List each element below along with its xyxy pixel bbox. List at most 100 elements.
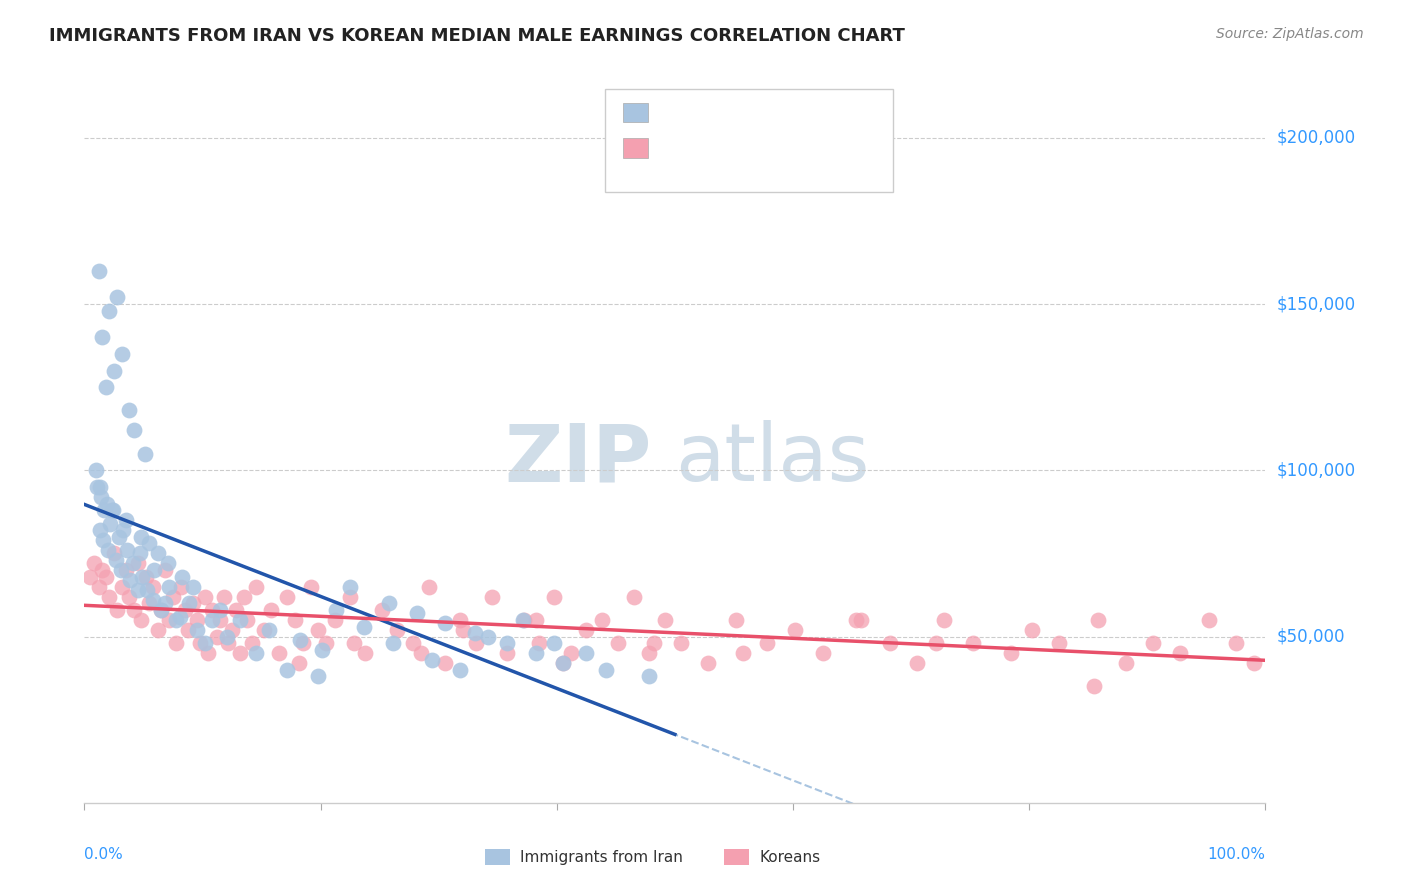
Point (186, 613, 208, 627)
Point (785, 623, 807, 637)
Point (409, 646, 432, 660)
Point (87, 580, 110, 594)
Point (127, 582, 149, 597)
Point (288, 656, 311, 670)
Point (83, 557, 105, 571)
Point (1142, 636, 1164, 650)
Point (79, 570, 101, 584)
Point (173, 603, 195, 617)
Point (560, 646, 582, 660)
Point (905, 656, 928, 670)
Point (86, 480, 108, 494)
Point (257, 623, 280, 637)
Point (1083, 680, 1105, 694)
Point (575, 646, 598, 660)
Point (87, 264, 110, 278)
Point (811, 646, 834, 660)
Point (91, 533, 114, 548)
Text: IMMIGRANTS FROM IRAN VS KOREAN MEDIAN MALE EARNINGS CORRELATION CHART: IMMIGRANTS FROM IRAN VS KOREAN MEDIAN MA… (49, 27, 905, 45)
Point (172, 570, 194, 584)
Point (465, 636, 488, 650)
Point (269, 646, 291, 660)
Point (110, 563, 132, 577)
Point (111, 347, 134, 361)
Point (136, 582, 159, 597)
Point (91, 330, 114, 344)
Point (118, 590, 141, 604)
Point (94, 570, 117, 584)
Point (276, 590, 298, 604)
Point (291, 636, 314, 650)
Point (315, 636, 337, 650)
Point (157, 613, 180, 627)
Point (96, 497, 118, 511)
Point (481, 590, 503, 604)
Point (118, 403, 141, 417)
Point (225, 603, 247, 617)
Point (638, 669, 661, 683)
Point (111, 580, 134, 594)
Text: Immigrants from Iran: Immigrants from Iran (520, 850, 683, 864)
Point (449, 663, 471, 677)
Point (623, 590, 645, 604)
Point (464, 626, 486, 640)
Point (551, 656, 574, 670)
Point (138, 536, 160, 550)
Point (339, 590, 361, 604)
Point (1243, 656, 1265, 670)
Text: $150,000: $150,000 (1277, 295, 1355, 313)
Text: R =: R = (657, 139, 693, 157)
Point (387, 623, 409, 637)
Point (94, 380, 117, 394)
Point (181, 580, 204, 594)
Point (122, 603, 145, 617)
Point (177, 623, 200, 637)
Point (354, 646, 377, 660)
Point (575, 623, 598, 637)
Point (339, 580, 361, 594)
Point (188, 636, 211, 650)
Point (543, 636, 565, 650)
Point (84, 463, 107, 477)
Point (103, 363, 125, 377)
Point (209, 603, 232, 617)
Point (134, 447, 156, 461)
Point (245, 580, 267, 594)
Point (1225, 636, 1247, 650)
Point (697, 656, 720, 670)
Point (934, 613, 956, 627)
Text: Koreans: Koreans (759, 850, 820, 864)
Point (595, 663, 617, 677)
Text: N =: N = (763, 139, 800, 157)
Point (128, 546, 150, 560)
Point (307, 669, 329, 683)
Point (112, 523, 135, 537)
Text: 110: 110 (799, 139, 834, 157)
Point (166, 613, 188, 627)
Point (591, 613, 613, 627)
Point (212, 590, 235, 604)
Point (311, 643, 333, 657)
Point (97, 543, 120, 558)
Point (925, 636, 948, 650)
Point (114, 563, 136, 577)
Text: N =: N = (763, 103, 800, 121)
Text: $100,000: $100,000 (1277, 461, 1355, 479)
Point (115, 543, 138, 558)
Point (551, 656, 574, 670)
Point (845, 613, 868, 627)
Point (146, 623, 169, 637)
Point (105, 553, 128, 567)
Point (107, 290, 129, 304)
Point (420, 653, 443, 667)
Point (1021, 623, 1043, 637)
Point (433, 656, 456, 670)
Point (205, 630, 228, 644)
Point (1170, 646, 1192, 660)
Point (120, 573, 142, 587)
Point (162, 590, 184, 604)
Point (201, 603, 224, 617)
Point (418, 580, 440, 594)
Point (229, 646, 252, 660)
Point (122, 424, 145, 438)
